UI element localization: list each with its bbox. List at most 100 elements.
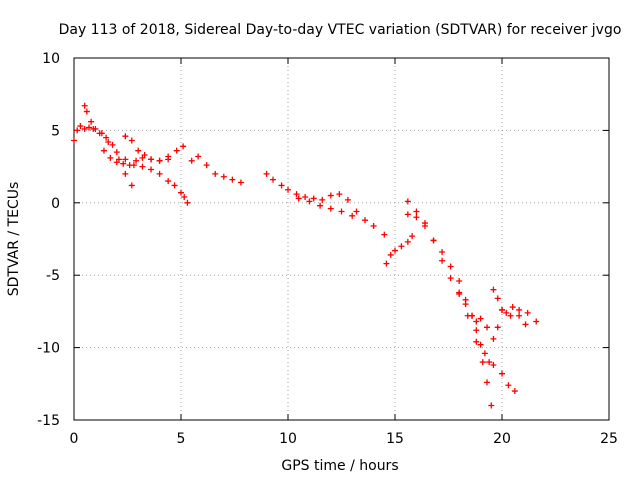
data-point <box>302 194 309 201</box>
data-point <box>387 251 394 258</box>
data-point <box>88 118 95 125</box>
data-point <box>338 208 345 215</box>
data-point <box>494 295 501 302</box>
data-point <box>484 324 491 331</box>
data-point <box>113 159 120 166</box>
data-point <box>409 233 416 240</box>
x-tick-label: 5 <box>177 431 186 447</box>
data-point <box>237 179 244 186</box>
x-tick-label: 0 <box>70 431 79 447</box>
y-tick-label: 5 <box>51 123 60 139</box>
plot-frame <box>73 57 610 421</box>
data-point <box>490 286 497 293</box>
data-point <box>285 186 291 193</box>
y-tick-labels: -15 -10 -5 0 5 10 <box>37 51 60 429</box>
data-point <box>522 321 529 328</box>
data-point <box>120 160 127 167</box>
data-point <box>122 170 129 177</box>
data-point <box>212 170 219 177</box>
data-point <box>507 312 514 319</box>
data-point <box>370 222 377 229</box>
chart-title: Day 113 of 2018, Sidereal Day-to-day VTE… <box>59 22 622 38</box>
data-point <box>404 211 411 218</box>
data-point <box>107 154 114 161</box>
data-point <box>278 182 285 189</box>
data-point <box>509 304 516 311</box>
data-point <box>336 191 343 198</box>
data-point <box>473 338 480 345</box>
data-point <box>349 212 356 219</box>
series-arc12 <box>490 286 529 328</box>
data-point <box>98 130 105 137</box>
data-point <box>462 301 469 308</box>
data-point <box>133 157 140 164</box>
series-arc7 <box>295 195 356 219</box>
data-point <box>404 198 411 205</box>
data-point <box>456 277 463 284</box>
series-arc9 <box>404 211 518 395</box>
data-point <box>479 359 486 366</box>
data-point <box>490 361 497 368</box>
x-tick-label: 15 <box>386 431 404 447</box>
data-point <box>148 156 155 163</box>
y-tick-label: -15 <box>37 413 60 429</box>
data-point <box>362 217 369 224</box>
data-point <box>295 195 302 202</box>
y-tick-label: -10 <box>37 341 60 357</box>
y-tick-label: -5 <box>46 268 60 284</box>
data-point <box>220 173 227 180</box>
data-point <box>488 402 495 409</box>
data-point <box>473 318 480 325</box>
data-point <box>180 143 187 150</box>
data-point <box>447 263 454 270</box>
data-point <box>516 306 523 313</box>
data-point <box>171 182 178 189</box>
data-point <box>270 176 277 183</box>
data-point <box>421 220 428 227</box>
x-tick-labels: 0 5 10 15 20 25 <box>70 431 618 447</box>
data-point <box>139 163 146 170</box>
data-point <box>392 247 398 254</box>
data-point <box>122 133 129 140</box>
x-tick-label: 20 <box>493 431 511 447</box>
data-point <box>413 208 420 215</box>
data-point <box>499 306 505 313</box>
data-point <box>148 166 155 173</box>
data-point <box>105 138 112 145</box>
data-point <box>344 196 351 203</box>
data-point <box>439 249 446 256</box>
data-point <box>456 289 463 296</box>
data-point <box>81 125 88 132</box>
grid-lines <box>74 58 609 420</box>
series-arc2 <box>81 102 191 206</box>
data-point <box>135 147 142 154</box>
data-point <box>156 157 163 164</box>
data-point <box>469 312 476 319</box>
data-point <box>503 309 510 316</box>
data-point <box>184 199 191 206</box>
data-point <box>511 388 518 395</box>
data-point <box>319 196 326 203</box>
x-tick-label: 25 <box>600 431 618 447</box>
data-point <box>165 156 172 163</box>
data-point <box>173 147 180 154</box>
series-arc3 <box>100 143 187 169</box>
data-point <box>109 141 116 148</box>
data-point <box>74 127 81 134</box>
data-point <box>327 192 334 199</box>
data-point <box>128 137 135 144</box>
data-point <box>481 350 488 357</box>
axis-ticks <box>73 57 610 421</box>
data-point <box>327 205 334 212</box>
data-point <box>126 162 133 169</box>
data-point <box>195 153 202 160</box>
y-tick-label: 0 <box>51 196 60 212</box>
data-point <box>81 102 88 109</box>
data-point <box>229 176 236 183</box>
data-point <box>439 257 446 264</box>
series-arc8 <box>383 233 416 267</box>
data-point <box>178 189 184 196</box>
data-point <box>203 162 210 169</box>
series-arc6 <box>263 170 388 238</box>
